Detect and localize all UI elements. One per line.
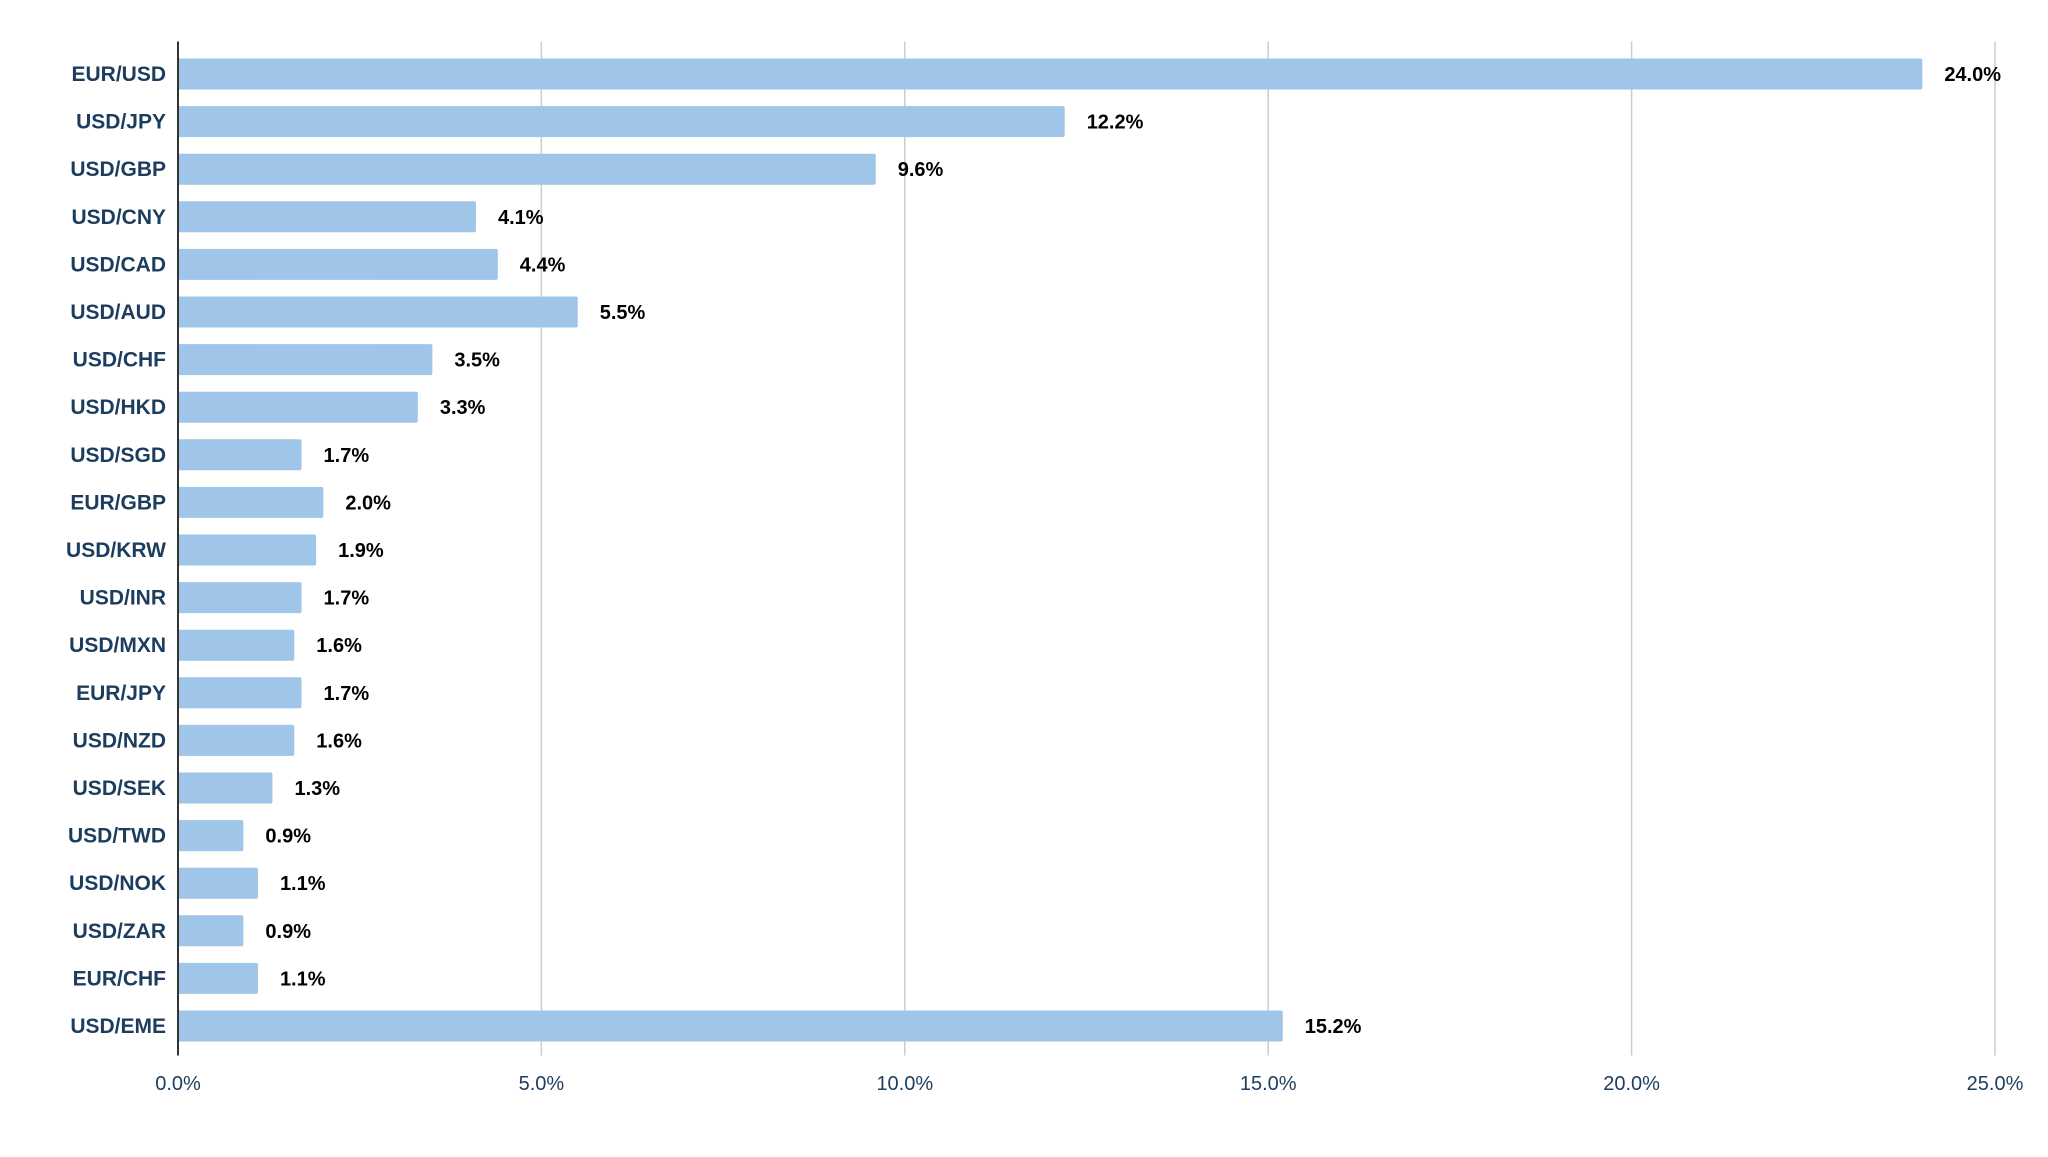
category-label: USD/EME — [70, 1015, 166, 1038]
data-label: 1.1% — [280, 873, 326, 895]
category-label: USD/NZD — [73, 729, 166, 752]
category-label: USD/AUD — [70, 301, 166, 324]
data-label: 1.7% — [324, 588, 370, 610]
category-label: USD/SGD — [70, 444, 166, 467]
category-label: EUR/JPY — [76, 682, 166, 705]
data-label: 1.7% — [324, 683, 370, 705]
bar — [178, 153, 876, 185]
data-label: 24.0% — [1944, 64, 2001, 86]
bar — [178, 439, 302, 471]
category-label: USD/CAD — [70, 253, 166, 276]
bar — [178, 629, 295, 661]
data-label: 3.5% — [454, 350, 500, 372]
data-label: 2.0% — [345, 492, 391, 514]
data-label: 12.2% — [1087, 112, 1144, 134]
bar — [178, 1010, 1283, 1042]
bar — [178, 820, 244, 852]
bar — [178, 391, 418, 423]
data-label: 5.5% — [600, 302, 646, 324]
category-label: USD/JPY — [76, 111, 166, 134]
bar — [178, 724, 295, 756]
gridlines — [540, 41, 1996, 1056]
category-label: USD/KRW — [66, 539, 166, 562]
bar — [178, 582, 302, 614]
bar — [178, 58, 1923, 90]
x-tick-label: 20.0% — [1603, 1073, 1660, 1095]
x-tick-label: 25.0% — [1967, 1073, 2024, 1095]
category-label: USD/CHF — [73, 349, 167, 372]
bar — [178, 915, 244, 947]
bar — [178, 677, 302, 709]
x-tick-label: 10.0% — [876, 1073, 933, 1095]
data-label: 0.9% — [265, 921, 311, 943]
data-label: 1.1% — [280, 968, 326, 990]
category-label: USD/MXN — [69, 634, 166, 657]
data-label: 4.4% — [520, 254, 566, 276]
data-label: 1.9% — [338, 540, 384, 562]
data-label: 15.2% — [1305, 1016, 1362, 1038]
data-label: 0.9% — [265, 826, 311, 848]
category-label: EUR/GBP — [70, 491, 166, 514]
category-label: USD/NOK — [69, 872, 166, 895]
data-label: 4.1% — [498, 207, 544, 229]
category-label: EUR/CHF — [73, 967, 167, 990]
bar — [178, 201, 476, 233]
bar — [178, 772, 273, 804]
bar — [178, 248, 498, 280]
x-tick-label: 0.0% — [155, 1073, 201, 1095]
data-label: 1.6% — [316, 730, 362, 752]
labels: 0.0% 5.0% 10.0% 15.0% 20.0% 25.0% EUR/USD 24.0%… — [66, 63, 2024, 1095]
bar — [178, 534, 317, 566]
data-label: 3.3% — [440, 397, 486, 419]
category-label: USD/ZAR — [73, 920, 166, 943]
data-label: 1.6% — [316, 635, 362, 657]
category-label: USD/CNY — [71, 206, 166, 229]
bar — [178, 486, 324, 518]
bar — [178, 867, 258, 899]
category-label: USD/SEK — [73, 777, 166, 800]
data-label: 1.7% — [324, 445, 370, 467]
category-label: USD/INR — [80, 587, 166, 610]
x-tick-label: 15.0% — [1240, 1073, 1297, 1095]
bar — [178, 344, 433, 376]
category-label: EUR/USD — [71, 63, 166, 86]
bar — [178, 106, 1065, 138]
bar — [178, 296, 578, 328]
category-label: USD/HKD — [70, 396, 166, 419]
category-label: USD/TWD — [68, 825, 166, 848]
bar — [178, 962, 258, 994]
data-label: 1.3% — [294, 778, 340, 800]
x-tick-label: 5.0% — [519, 1073, 565, 1095]
bars — [178, 58, 1923, 1042]
category-label: USD/GBP — [70, 158, 166, 181]
data-label: 9.6% — [898, 159, 944, 181]
